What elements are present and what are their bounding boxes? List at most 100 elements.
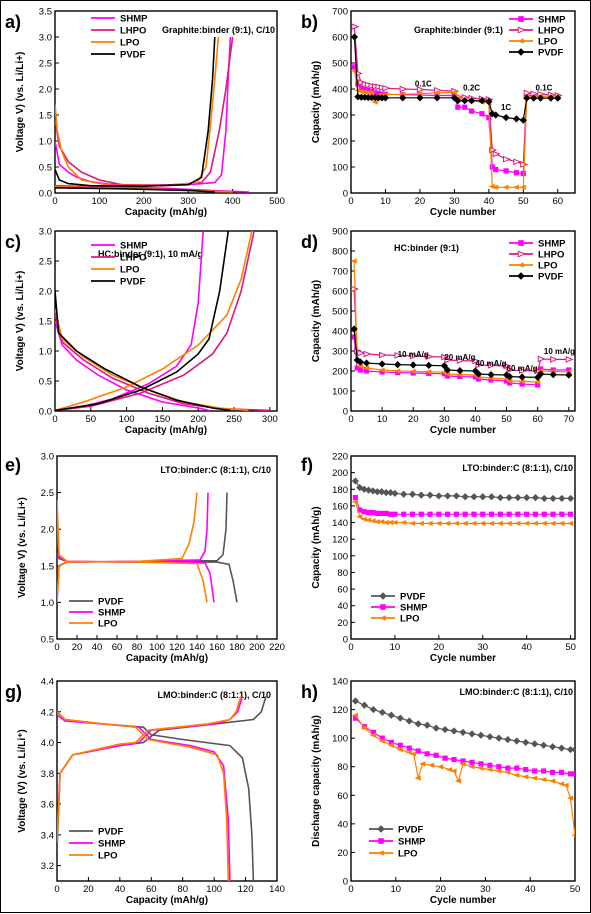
data-point [487, 762, 493, 768]
x-tick-label: 200 [190, 414, 206, 425]
data-point [571, 833, 575, 837]
x-tick-label: 220 [269, 642, 285, 653]
data-point [531, 775, 538, 781]
data-point [459, 728, 467, 737]
x-tick-label: 100 [149, 642, 165, 653]
series-pvdf [55, 231, 231, 411]
data-point [427, 511, 433, 517]
data-point [504, 769, 511, 776]
x-tick-label: 30 [480, 884, 491, 895]
data-point [471, 511, 477, 517]
legend-item-pvdf: PVDF [91, 50, 146, 61]
data-point [352, 494, 358, 501]
legend-marker [379, 615, 386, 621]
legend-label: PVDF [538, 272, 564, 283]
data-point [392, 511, 398, 517]
data-point [567, 520, 574, 526]
data-point [550, 511, 556, 517]
data-point [351, 64, 358, 70]
y-axis-label: Capacity (mAh/g) [311, 61, 322, 143]
data-point [567, 771, 574, 777]
x-tick-label: 80 [177, 884, 188, 895]
x-tick-label: 10 [377, 414, 388, 425]
y-tick-label: 100 [332, 734, 348, 745]
data-point [433, 752, 439, 758]
legend-item-lpo: LPO [69, 619, 118, 630]
data-point [440, 362, 448, 370]
legend-item-shmp: SHMP [69, 839, 126, 850]
y-tick-label: 200 [332, 137, 348, 148]
plot-area [351, 23, 563, 190]
data-point [382, 84, 391, 92]
data-point [565, 371, 573, 379]
data-point [469, 759, 475, 766]
legend-marker [517, 48, 525, 56]
y-tick-label: 2.0 [39, 85, 52, 96]
legend-item-shmp: SHMP [509, 15, 566, 26]
data-point [524, 511, 530, 517]
data-point [360, 701, 369, 709]
data-point [408, 520, 416, 526]
data-point [549, 520, 556, 526]
data-point [419, 761, 426, 767]
y-tick-label: 40 [337, 601, 348, 612]
data-point [534, 379, 541, 385]
data-point [443, 366, 452, 374]
legend-item-pvdf: PVDF [509, 48, 564, 59]
chart-panel-c: c) 0 50 100 150 200 250 300 0.0 0.5 1.0 1.5 2.0 2.5 3.… [5, 227, 278, 437]
legend-label: PVDF [120, 277, 146, 288]
legend-item-lpo: LPO [91, 265, 140, 276]
data-point [565, 356, 574, 363]
data-point [433, 94, 441, 102]
x-axis-label: Capacity (mAh/g) [126, 653, 208, 664]
legend-label: LPO [120, 38, 140, 49]
legend-item-lpo: LPO [371, 614, 420, 625]
data-point [505, 765, 511, 771]
y-tick-label: 140 [332, 677, 348, 688]
data-point [406, 745, 412, 751]
legend-label: PVDF [98, 597, 124, 608]
data-point [351, 68, 358, 74]
x-tick-label: 100 [206, 884, 222, 895]
y-tick-label: 700 [332, 267, 348, 278]
data-point [468, 764, 475, 770]
data-point [558, 769, 565, 776]
panel-label: f) [301, 455, 313, 475]
legend-item-lhpo: LHPO [509, 250, 564, 261]
data-point [535, 382, 541, 388]
data-point [362, 365, 370, 371]
legend-label: LHPO [120, 253, 146, 264]
data-point [399, 85, 408, 93]
data-point [362, 359, 371, 367]
data-point [374, 510, 380, 516]
y-axis-label: Voltage V) (vs. Li/Li+) [17, 497, 28, 598]
y-tick-label: 120 [332, 535, 348, 546]
y-tick-label: 4.2 [41, 707, 54, 718]
plot-area [55, 231, 270, 411]
series-line [55, 314, 270, 411]
y-tick-label: 100 [332, 387, 348, 398]
series-line [57, 714, 231, 881]
x-tick-label: 20 [408, 414, 419, 425]
panel-label: g) [5, 682, 22, 702]
data-point [550, 356, 559, 363]
data-point [474, 370, 483, 378]
data-point [394, 368, 401, 374]
data-point [537, 370, 545, 378]
chart-title: HC:binder (9:1) [394, 243, 459, 253]
chart-title: LMO:binder:C (8:1:1), C/10 [459, 687, 573, 697]
data-point [425, 353, 434, 360]
data-point [518, 373, 526, 381]
y-tick-label: 700 [332, 7, 348, 18]
data-point [531, 493, 540, 502]
data-point [351, 499, 358, 505]
y-tick-label: 3.0 [39, 227, 52, 238]
x-tick-label: 20 [434, 642, 445, 653]
data-point [450, 727, 458, 735]
data-point [415, 748, 421, 754]
y-tick-label: 3.0 [41, 452, 54, 463]
chart-title: LTO:binder:C (8:1:1), C/10 [160, 465, 271, 475]
data-point [522, 738, 530, 747]
